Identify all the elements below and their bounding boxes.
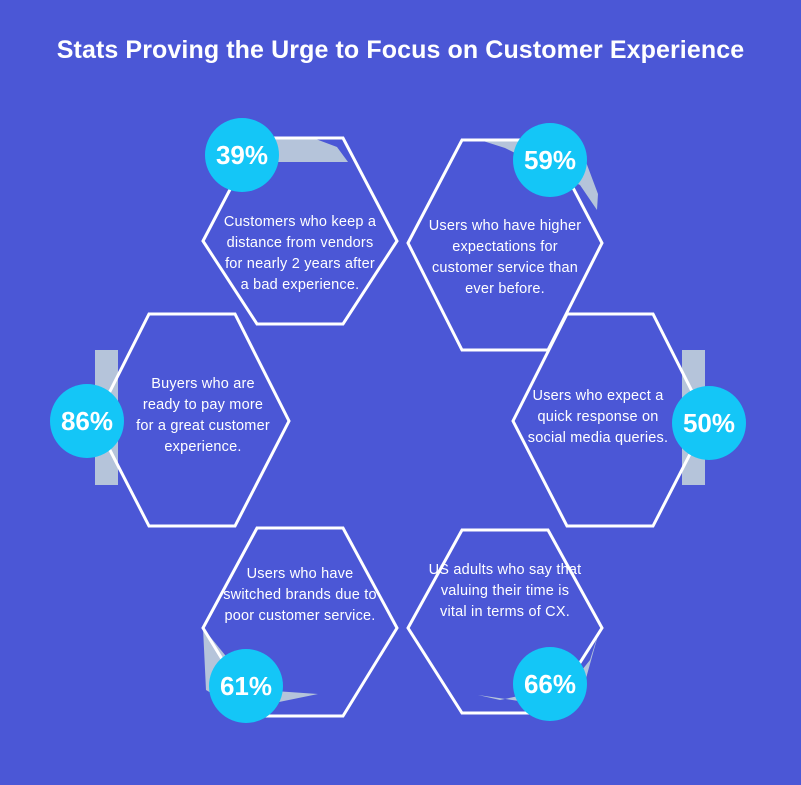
stat-description-39: Customers who keep a distance from vendo… bbox=[223, 214, 377, 293]
stat-badge-61: 61% bbox=[209, 649, 283, 723]
stat-badge-66: 66% bbox=[513, 647, 587, 721]
hexagon-outline bbox=[93, 312, 291, 528]
stat-description-50: Users who expect a quick response on soc… bbox=[527, 388, 669, 446]
stat-badge-86: 86% bbox=[50, 384, 124, 458]
stat-badge-39: 39% bbox=[205, 118, 279, 192]
page-title: Stats Proving the Urge to Focus on Custo… bbox=[56, 36, 745, 64]
stat-description-59: Users who have higher expectations for c… bbox=[428, 218, 582, 297]
stat-description-86: Buyers who are ready to pay more for a g… bbox=[136, 376, 270, 455]
stat-description-66: US adults who say that valuing their tim… bbox=[428, 562, 582, 620]
stat-badge-59: 59% bbox=[513, 123, 587, 197]
stat-description-61: Users who have switched brands due to po… bbox=[223, 566, 377, 624]
hexagon-outline bbox=[406, 138, 604, 352]
stat-badge-50: 50% bbox=[672, 386, 746, 460]
hexagon-outline bbox=[406, 528, 604, 715]
